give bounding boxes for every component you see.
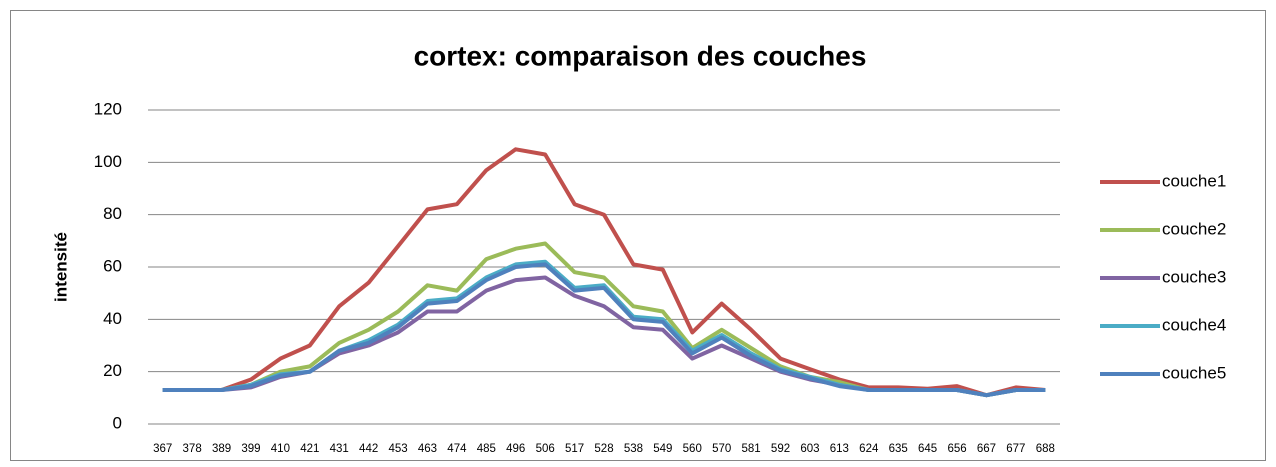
x-tick-label: 442: [359, 443, 378, 455]
legend-label: couche1: [1162, 171, 1226, 190]
y-tick-label: 60: [103, 256, 122, 275]
series-line: [162, 262, 1046, 398]
x-tick-label: 613: [830, 443, 849, 455]
x-tick-label: 517: [565, 443, 584, 455]
x-tick-label: 635: [889, 443, 908, 455]
x-tick-label: 389: [212, 443, 231, 455]
x-tick-label: 474: [447, 443, 467, 455]
x-tick-label: 378: [183, 443, 202, 455]
y-tick-label: 20: [103, 361, 122, 380]
chart-frame: [10, 10, 1266, 461]
x-tick-label: 645: [918, 443, 937, 455]
y-axis-label: intensité: [51, 232, 70, 302]
legend-label: couche2: [1162, 219, 1226, 238]
y-tick-label: 120: [94, 99, 122, 118]
x-tick-label: 656: [947, 443, 966, 455]
y-tick-label: 80: [103, 204, 122, 223]
x-tick-label: 538: [624, 443, 643, 455]
x-tick-label: 581: [742, 443, 761, 455]
x-tick-label: 410: [271, 443, 290, 455]
x-tick-label: 453: [388, 443, 407, 455]
x-tick-label: 688: [1036, 443, 1055, 455]
x-tick-label: 421: [300, 443, 319, 455]
x-tick-label: 570: [712, 443, 731, 455]
chart-title: cortex: comparaison des couches: [414, 40, 867, 71]
legend-label: couche3: [1162, 267, 1226, 286]
x-tick-label: 592: [771, 443, 790, 455]
x-tick-label: 677: [1006, 443, 1025, 455]
series-line: [162, 147, 1046, 398]
x-tick-label: 560: [683, 443, 702, 455]
x-tick-label: 506: [536, 443, 555, 455]
x-tick-label: 549: [653, 443, 672, 455]
x-tick-label: 399: [241, 443, 260, 455]
x-tick-label: 667: [977, 443, 996, 455]
x-tick-label: 496: [506, 443, 525, 455]
x-tick-label: 528: [594, 443, 613, 455]
legend-label: couche4: [1162, 315, 1226, 334]
x-tick-label: 431: [330, 443, 349, 455]
x-tick-label: 603: [800, 443, 819, 455]
x-tick-label: 367: [153, 443, 172, 455]
y-tick-label: 40: [103, 309, 122, 328]
x-tick-label: 463: [418, 443, 437, 455]
x-tick-label: 485: [477, 443, 496, 455]
x-tick-label: 624: [859, 443, 879, 455]
y-tick-label: 100: [94, 152, 122, 171]
legend-label: couche5: [1162, 363, 1226, 382]
y-tick-label: 0: [113, 413, 122, 432]
